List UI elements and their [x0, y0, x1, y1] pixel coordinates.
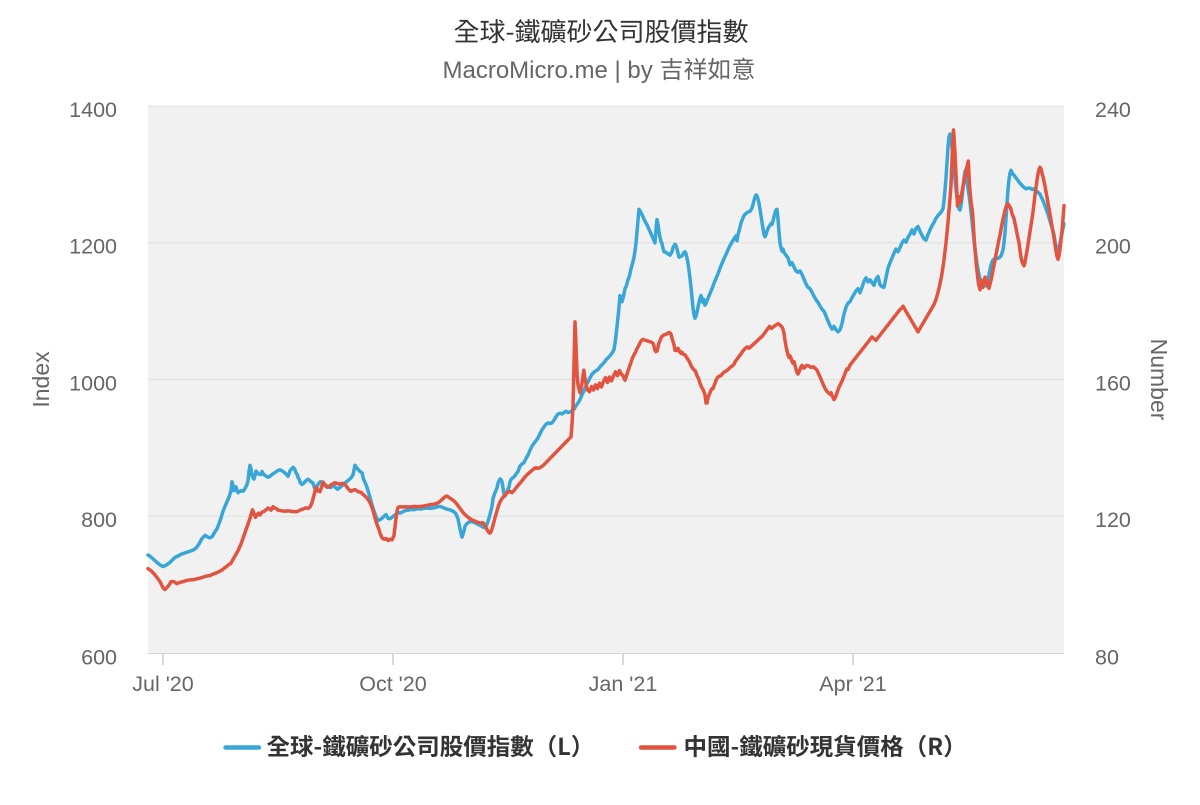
- svg-text:1400: 1400: [69, 98, 117, 122]
- svg-text:MacroMicro.me | by: MacroMicro.me | by: [443, 57, 653, 84]
- svg-text:200: 200: [1095, 235, 1131, 259]
- svg-text:1200: 1200: [69, 235, 117, 259]
- svg-text:80: 80: [1095, 645, 1119, 669]
- svg-text:240: 240: [1095, 98, 1131, 122]
- svg-text:Oct '20: Oct '20: [359, 672, 426, 696]
- svg-text:600: 600: [81, 645, 117, 669]
- svg-text:Jul '20: Jul '20: [132, 672, 194, 696]
- svg-text:160: 160: [1095, 371, 1131, 395]
- svg-text:800: 800: [81, 508, 117, 532]
- svg-text:Jan '21: Jan '21: [589, 672, 658, 696]
- svg-text:1000: 1000: [69, 371, 117, 395]
- svg-text:Apr '21: Apr '21: [819, 672, 886, 696]
- svg-text:120: 120: [1095, 508, 1131, 532]
- svg-text:Index: Index: [28, 351, 54, 408]
- svg-text:Number: Number: [1146, 339, 1172, 421]
